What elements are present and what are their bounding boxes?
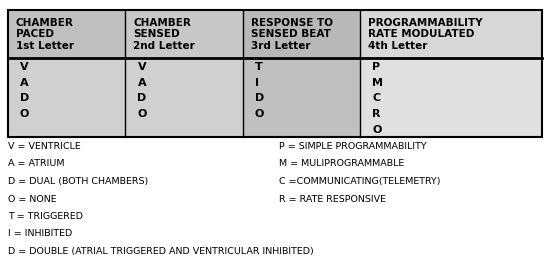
Text: O = NONE: O = NONE	[8, 194, 57, 203]
Text: A: A	[138, 78, 146, 88]
Text: O: O	[138, 109, 147, 119]
Bar	[360, 58, 542, 137]
Text: I: I	[255, 78, 259, 88]
Text: T: T	[255, 62, 263, 72]
Text: M: M	[372, 78, 383, 88]
Bar	[125, 10, 243, 58]
Text: R: R	[372, 109, 381, 119]
Text: D: D	[138, 93, 147, 103]
Text: C =COMMUNICATING(TELEMETRY): C =COMMUNICATING(TELEMETRY)	[279, 177, 441, 186]
Text: O: O	[372, 125, 382, 135]
Text: R = RATE RESPONSIVE: R = RATE RESPONSIVE	[279, 194, 386, 203]
Bar	[243, 58, 360, 137]
Text: D = DUAL (BOTH CHAMBERS): D = DUAL (BOTH CHAMBERS)	[8, 177, 148, 186]
Text: P = SIMPLE PROGRAMMABILITY: P = SIMPLE PROGRAMMABILITY	[279, 142, 427, 151]
Text: CHAMBER
PACED
1st Letter: CHAMBER PACED 1st Letter	[16, 17, 74, 51]
Text: A: A	[20, 78, 29, 88]
Text: I = INHIBITED: I = INHIBITED	[8, 230, 72, 239]
Text: V = VENTRICLE: V = VENTRICLE	[8, 142, 81, 151]
Text: D: D	[255, 93, 264, 103]
Text: O: O	[255, 109, 265, 119]
Bar	[8, 10, 125, 58]
Text: O: O	[20, 109, 29, 119]
Text: D: D	[20, 93, 29, 103]
Bar	[360, 10, 542, 58]
Bar	[243, 10, 360, 58]
Text: V: V	[20, 62, 29, 72]
Text: T = TRIGGERED: T = TRIGGERED	[8, 212, 83, 221]
Text: RESPONSE TO
SENSED BEAT
3rd Letter: RESPONSE TO SENSED BEAT 3rd Letter	[251, 17, 333, 51]
Bar	[125, 58, 243, 137]
Bar	[8, 58, 125, 137]
Text: PROGRAMMABILITY
RATE MODULATED
4th Letter: PROGRAMMABILITY RATE MODULATED 4th Lette…	[368, 17, 483, 51]
Bar	[8, 10, 542, 137]
Text: D = DOUBLE (ATRIAL TRIGGERED AND VENTRICULAR INHIBITED): D = DOUBLE (ATRIAL TRIGGERED AND VENTRIC…	[8, 247, 313, 256]
Text: A = ATRIUM: A = ATRIUM	[8, 159, 64, 168]
Text: V: V	[138, 62, 146, 72]
Text: C: C	[372, 93, 381, 103]
Text: P: P	[372, 62, 381, 72]
Text: CHAMBER
SENSED
2nd Letter: CHAMBER SENSED 2nd Letter	[134, 17, 195, 51]
Text: M = MULIPROGRAMMABLE: M = MULIPROGRAMMABLE	[279, 159, 405, 168]
